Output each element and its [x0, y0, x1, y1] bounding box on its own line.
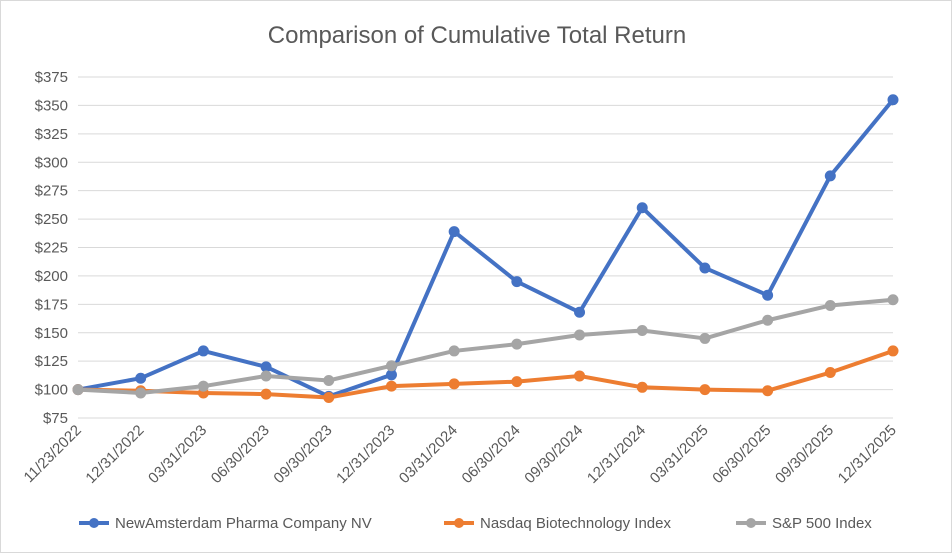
data-point	[385, 360, 397, 372]
legend-label: Nasdaq Biotechnology Index	[480, 515, 671, 532]
data-point	[135, 387, 147, 399]
y-tick-label: $200	[35, 268, 68, 285]
legend-marker	[89, 518, 99, 528]
legend-label: NewAmsterdam Pharma Company NV	[115, 515, 372, 532]
data-point	[511, 338, 523, 350]
y-tick-label: $100	[35, 382, 68, 399]
data-point	[887, 294, 899, 306]
data-point	[699, 332, 711, 344]
data-point	[260, 361, 272, 373]
legend-entry: Nasdaq Biotechnology Index	[444, 515, 671, 532]
data-point	[887, 345, 899, 357]
x-tick-label: 03/31/2023	[145, 422, 210, 487]
x-tick-label: 09/30/2024	[521, 422, 586, 487]
data-point	[323, 392, 335, 404]
data-point	[197, 345, 209, 357]
data-point	[448, 226, 460, 238]
data-point	[135, 372, 147, 384]
data-point	[448, 345, 460, 357]
data-point	[574, 370, 586, 382]
data-point	[824, 299, 836, 311]
chart-title: Comparison of Cumulative Total Return	[268, 22, 686, 49]
series-line	[76, 297, 895, 395]
data-point	[197, 380, 209, 392]
legend-marker	[746, 518, 756, 528]
data-point	[72, 384, 84, 396]
legend-label: S&P 500 Index	[772, 515, 872, 532]
legend-entry: NewAmsterdam Pharma Company NV	[79, 515, 372, 532]
y-axis-ticks: $75 $100 $125 $150 $175 $200 $225 $250 $275 $300 $…	[35, 69, 68, 427]
x-tick-label: 03/31/2024	[396, 422, 461, 487]
data-point	[448, 378, 460, 390]
y-tick-label: $300	[35, 154, 68, 171]
x-axis-ticks: 11/23/202212/31/202203/31/202306/30/2023…	[21, 422, 900, 487]
x-tick-label: 03/31/2025	[647, 422, 712, 487]
data-point	[511, 376, 523, 388]
series-line	[76, 97, 895, 399]
x-tick-label: 12/31/2024	[584, 422, 649, 487]
data-point	[762, 289, 774, 301]
y-tick-label: $250	[35, 211, 68, 228]
x-tick-label: 09/30/2025	[772, 422, 837, 487]
legend: NewAmsterdam Pharma Company NV Nasdaq Bio…	[79, 515, 872, 532]
series-2	[72, 294, 899, 399]
y-tick-label: $175	[35, 296, 68, 313]
y-tick-label: $325	[35, 126, 68, 143]
data-point	[323, 374, 335, 386]
data-point	[699, 262, 711, 274]
data-point	[260, 370, 272, 382]
series-line	[76, 348, 895, 400]
data-point	[385, 380, 397, 392]
y-tick-label: $375	[35, 69, 68, 86]
data-point	[762, 314, 774, 326]
data-point	[762, 385, 774, 397]
gridlines	[78, 76, 893, 419]
x-tick-label: 06/30/2023	[208, 422, 273, 487]
data-point	[636, 324, 648, 336]
data-point	[824, 170, 836, 182]
x-tick-label: 12/31/2022	[82, 422, 147, 487]
data-point	[260, 388, 272, 400]
y-tick-label: $350	[35, 97, 68, 114]
data-point	[511, 276, 523, 288]
x-tick-label: 09/30/2023	[270, 422, 335, 487]
legend-marker	[454, 518, 464, 528]
y-tick-label: $225	[35, 240, 68, 257]
data-point	[574, 306, 586, 318]
y-tick-label: $150	[35, 325, 68, 342]
data-point	[824, 367, 836, 379]
data-point	[636, 381, 648, 393]
x-tick-label: 11/23/2022	[21, 422, 85, 486]
y-tick-label: $125	[35, 353, 68, 370]
data-point	[385, 369, 397, 381]
y-tick-label: $75	[43, 410, 68, 427]
data-point	[887, 94, 899, 106]
legend-entry: S&P 500 Index	[736, 515, 872, 532]
x-tick-label: 12/31/2025	[835, 422, 900, 487]
x-tick-label: 12/31/2023	[333, 422, 398, 487]
series-group	[72, 94, 899, 404]
data-point	[636, 202, 648, 214]
x-tick-label: 06/30/2025	[709, 422, 774, 487]
y-tick-label: $275	[35, 183, 68, 200]
data-point	[699, 384, 711, 396]
data-point	[574, 329, 586, 341]
series-0	[72, 94, 899, 402]
x-tick-label: 06/30/2024	[459, 422, 524, 487]
